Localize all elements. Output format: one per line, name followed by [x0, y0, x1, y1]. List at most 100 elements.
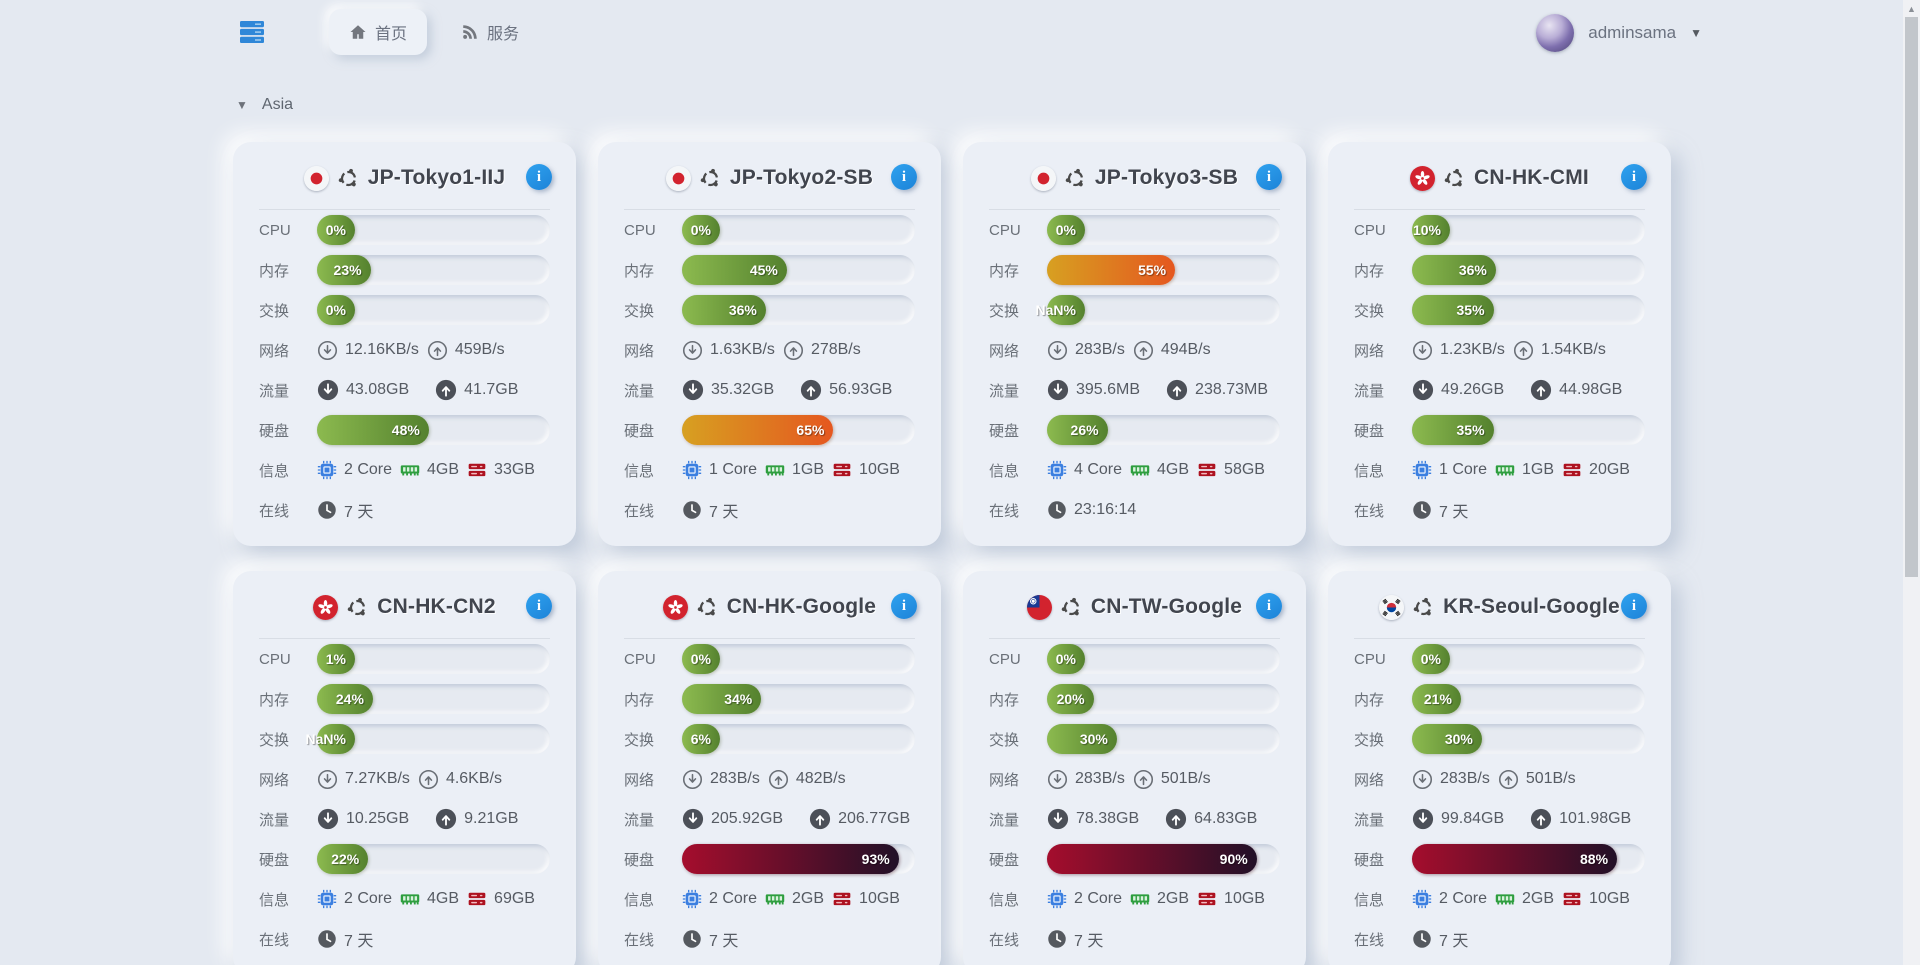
memory-bar-track: 36% — [1412, 255, 1645, 285]
memory-bar-track: 24% — [317, 684, 550, 714]
country-flag-icon — [313, 594, 339, 620]
disk-bar-fill: 35% — [1412, 415, 1494, 445]
country-flag-icon — [665, 165, 691, 191]
download-speed: 283B/s — [682, 769, 760, 790]
cpu-bar-fill: 0% — [317, 215, 355, 245]
swap-row: 交换 NaN% — [259, 719, 550, 759]
scrollbar[interactable]: ▲ — [1903, 0, 1920, 965]
swap-bar-track: 0% — [317, 295, 550, 325]
info-row: 信息 2 Core 2GB — [989, 879, 1280, 919]
traffic-row: 流量 99.84GB 101.98GB — [1354, 799, 1645, 839]
server-stack-icon[interactable] — [237, 17, 267, 47]
scrollbar-up-arrow[interactable]: ▲ — [1907, 3, 1916, 14]
disk-bar-track: 22% — [317, 844, 550, 874]
server-name: CN-HK-CMI — [1474, 166, 1589, 189]
download-filled-icon — [1412, 808, 1434, 830]
upload-circle-icon — [1133, 769, 1154, 790]
ubuntu-os-icon — [1413, 597, 1434, 618]
info-icon[interactable]: i — [891, 593, 917, 619]
online-row: 在线 7 天 — [624, 919, 915, 959]
divider — [259, 638, 550, 639]
swap-row: 交换 30% — [1354, 719, 1645, 759]
swap-label: 交换 — [989, 302, 1020, 320]
traffic-upload: 238.73MB — [1166, 379, 1268, 401]
cpu-bar-track: 10% — [1412, 215, 1645, 245]
info-icon[interactable]: i — [526, 164, 552, 190]
traffic-download: 205.92GB — [682, 808, 783, 830]
upload-filled-icon — [1530, 808, 1552, 830]
cpu-bar-track: 0% — [1047, 215, 1280, 245]
card-header: CN-HK-CMI i — [1354, 158, 1647, 198]
info-icon[interactable]: i — [1621, 164, 1647, 190]
download-filled-icon — [682, 379, 704, 401]
chip-icon — [1047, 460, 1067, 480]
upload-circle-icon — [418, 769, 439, 790]
memory-row: 内存 20% — [989, 679, 1280, 719]
download-filled-icon — [1047, 808, 1069, 830]
hdd-stack-icon — [1197, 889, 1217, 909]
download-speed: 1.23KB/s — [1412, 340, 1505, 361]
download-circle-icon — [317, 769, 338, 790]
swap-label: 交换 — [1354, 731, 1385, 749]
ram-size: 2GB — [1130, 889, 1189, 909]
info-row: 信息 2 Core 2GB — [1354, 879, 1645, 919]
cpu-bar-fill: 10% — [1412, 215, 1450, 245]
memory-bar-track: 20% — [1047, 684, 1280, 714]
traffic-upload: 44.98GB — [1530, 379, 1622, 401]
info-icon[interactable]: i — [1621, 593, 1647, 619]
country-flag-icon — [303, 165, 329, 191]
ubuntu-os-icon — [1065, 168, 1086, 189]
country-flag-icon — [1026, 594, 1052, 620]
chip-icon — [317, 460, 337, 480]
hdd-stack-icon — [1562, 889, 1582, 909]
ubuntu-os-icon — [347, 597, 368, 618]
country-flag-icon — [1410, 165, 1436, 191]
disk-size: 33GB — [467, 460, 535, 480]
upload-filled-icon — [1530, 379, 1552, 401]
info-icon[interactable]: i — [891, 164, 917, 190]
memory-row: 内存 23% — [259, 250, 550, 290]
upload-speed: 1.54KB/s — [1513, 340, 1606, 361]
region-header-asia[interactable]: ▼ Asia — [236, 96, 1920, 114]
upload-filled-icon — [1166, 379, 1188, 401]
upload-filled-icon — [435, 808, 457, 830]
cpu-cores: 1 Core — [682, 460, 757, 480]
traffic-upload: 206.77GB — [809, 808, 910, 830]
cpu-row: CPU 0% — [624, 210, 915, 250]
cpu-cores: 2 Core — [682, 889, 757, 909]
memory-bar-fill: 45% — [682, 255, 787, 285]
divider — [1354, 638, 1645, 639]
clock-icon — [682, 500, 702, 520]
scrollbar-thumb[interactable] — [1905, 17, 1918, 577]
ram-icon — [1495, 460, 1515, 480]
tab-services[interactable]: 服务 — [441, 9, 539, 55]
swap-bar-fill: 35% — [1412, 295, 1494, 325]
tab-home[interactable]: 首页 — [329, 9, 428, 55]
swap-bar-fill: 36% — [682, 295, 766, 325]
user-menu[interactable]: adminsama ▼ — [1536, 14, 1702, 52]
info-label: 信息 — [624, 891, 655, 909]
info-label: 信息 — [259, 462, 290, 480]
traffic-label: 流量 — [259, 811, 290, 829]
swap-bar-track: NaN% — [1036, 295, 1280, 325]
server-name: CN-HK-Google — [726, 595, 877, 618]
network-row: 网络 283B/s 482B/s — [624, 759, 915, 799]
upload-circle-icon — [1133, 340, 1154, 361]
disk-size: 20GB — [1562, 460, 1630, 480]
network-label: 网络 — [989, 771, 1020, 789]
ram-size: 1GB — [1495, 460, 1554, 480]
cpu-cores: 4 Core — [1047, 460, 1122, 480]
info-icon[interactable]: i — [1256, 593, 1282, 619]
cpu-bar-track: 1% — [317, 644, 550, 674]
cpu-cores: 2 Core — [317, 889, 392, 909]
upload-speed: 494B/s — [1133, 340, 1211, 361]
info-icon[interactable]: i — [1256, 164, 1282, 190]
cpu-bar-fill: 0% — [1412, 644, 1450, 674]
info-icon[interactable]: i — [526, 593, 552, 619]
hdd-stack-icon — [832, 889, 852, 909]
network-row: 网络 283B/s 501B/s — [1354, 759, 1645, 799]
disk-row: 硬盘 48% — [259, 410, 550, 450]
card-header: KR-Seoul-Google i — [1354, 587, 1647, 627]
card-header: JP-Tokyo1-IIJ i — [259, 158, 552, 198]
nav-tabs: 首页 服务 — [329, 9, 539, 55]
